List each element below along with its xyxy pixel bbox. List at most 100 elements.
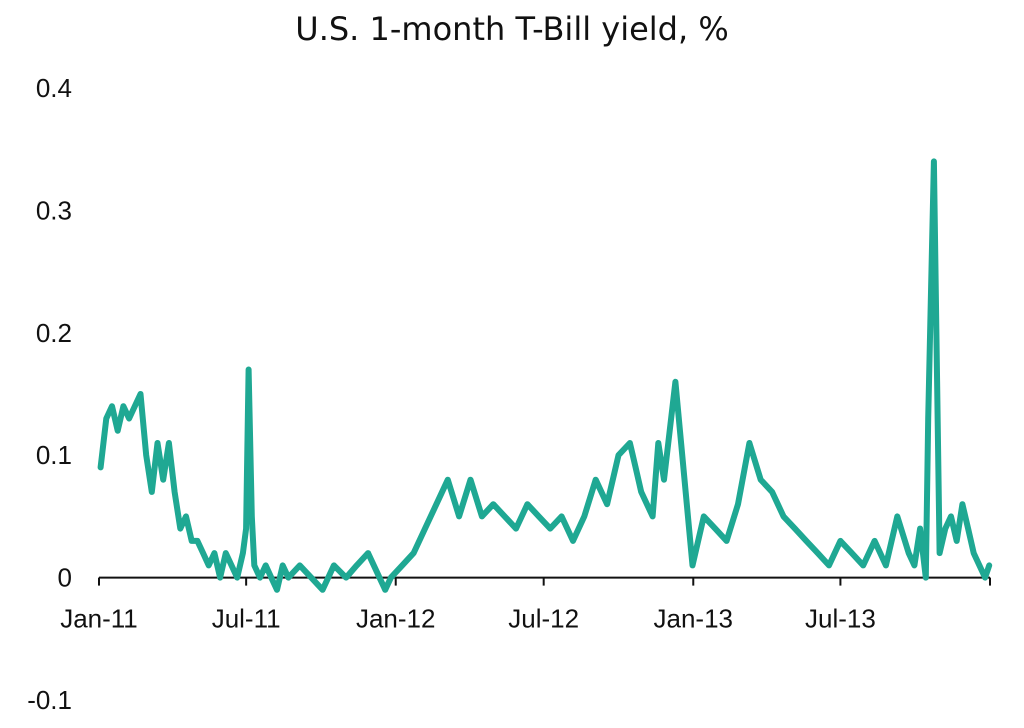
- data-point: [211, 550, 217, 556]
- data-point: [388, 575, 394, 581]
- data-point: [982, 575, 988, 581]
- data-point: [194, 538, 200, 544]
- y-tick-label: 0.2: [36, 318, 72, 348]
- data-point: [155, 440, 160, 446]
- data-point: [655, 440, 661, 446]
- data-point: [206, 562, 212, 568]
- data-point: [894, 513, 900, 519]
- y-tick-label: 0.4: [36, 73, 72, 103]
- data-point: [297, 562, 303, 568]
- data-point: [166, 440, 172, 446]
- data-point: [954, 538, 960, 544]
- x-axis-tick-labels: Jan-11 Jul-11 Jan-12 Jul-12 Jan-13 Jul-13: [60, 604, 876, 634]
- data-point: [971, 550, 977, 556]
- data-point: [547, 526, 553, 532]
- data-point: [633, 464, 639, 470]
- data-point: [746, 440, 752, 446]
- data-point: [433, 501, 439, 507]
- data-point: [559, 513, 565, 519]
- data-point: [257, 575, 263, 581]
- data-point: [263, 562, 269, 568]
- series-layer: [97, 158, 993, 593]
- data-point: [172, 489, 178, 495]
- data-point: [217, 575, 223, 581]
- data-point: [308, 575, 314, 581]
- data-point: [593, 477, 599, 483]
- data-point: [735, 501, 741, 507]
- chart-title: U.S. 1-month T-Bill yield, %: [295, 10, 728, 48]
- data-point: [627, 440, 633, 446]
- data-point: [249, 513, 255, 519]
- data-point: [115, 428, 121, 434]
- data-point: [229, 562, 234, 568]
- data-point: [815, 550, 821, 556]
- data-point: [138, 391, 143, 397]
- data-point: [126, 416, 132, 421]
- data-point: [399, 562, 405, 568]
- data-point: [320, 587, 326, 593]
- series-line: [97, 158, 993, 593]
- data-point: [965, 526, 971, 532]
- data-point: [422, 526, 428, 532]
- data-point: [976, 562, 982, 568]
- data-point: [331, 562, 337, 568]
- data-point: [616, 452, 621, 458]
- data-point: [872, 538, 878, 544]
- data-point: [604, 501, 610, 507]
- x-tick-label: Jan-11: [60, 604, 138, 634]
- data-point: [837, 538, 843, 544]
- data-point: [942, 526, 948, 532]
- y-tick-label: 0.3: [36, 195, 72, 225]
- data-point: [143, 452, 149, 458]
- data-point: [411, 550, 417, 556]
- data-point: [690, 562, 695, 568]
- data-point: [240, 550, 246, 556]
- data-point: [120, 403, 126, 409]
- data-point: [98, 464, 104, 470]
- data-point: [758, 477, 764, 483]
- x-tick-label: Jan-13: [654, 604, 734, 634]
- data-point: [251, 562, 257, 568]
- data-point: [524, 501, 530, 507]
- x-tick-label: Jul-11: [212, 604, 281, 634]
- data-point: [177, 526, 183, 532]
- data-point: [917, 526, 923, 532]
- data-point: [183, 513, 189, 519]
- data-point: [513, 526, 519, 532]
- data-point: [959, 501, 965, 507]
- data-point: [382, 587, 388, 593]
- data-point: [268, 575, 274, 581]
- data-point: [849, 550, 855, 556]
- data-point: [468, 477, 473, 483]
- data-point: [638, 489, 644, 495]
- y-tick-label: -0.1: [27, 685, 72, 715]
- data-point: [149, 489, 155, 495]
- data-point: [937, 550, 943, 556]
- data-point: [570, 538, 576, 544]
- y-tick-label: 0.1: [36, 440, 72, 470]
- data-point: [781, 513, 786, 519]
- x-tick-label: Jul-12: [508, 604, 579, 634]
- data-point: [103, 416, 109, 421]
- data-point: [925, 416, 931, 421]
- x-tick-label: Jul-13: [805, 604, 876, 634]
- data-point: [456, 513, 462, 519]
- data-point: [280, 562, 286, 568]
- data-point: [667, 428, 673, 434]
- data-point: [650, 513, 656, 519]
- data-point: [701, 513, 707, 519]
- data-point: [911, 562, 917, 568]
- data-point: [490, 501, 496, 507]
- data-point: [931, 158, 937, 164]
- data-point: [109, 403, 115, 409]
- data-point: [223, 550, 229, 556]
- data-point: [502, 513, 508, 519]
- data-point: [132, 403, 138, 409]
- data-point: [986, 562, 992, 568]
- data-point: [906, 550, 912, 556]
- data-point: [274, 587, 280, 593]
- data-point: [678, 440, 684, 446]
- data-point: [724, 538, 730, 544]
